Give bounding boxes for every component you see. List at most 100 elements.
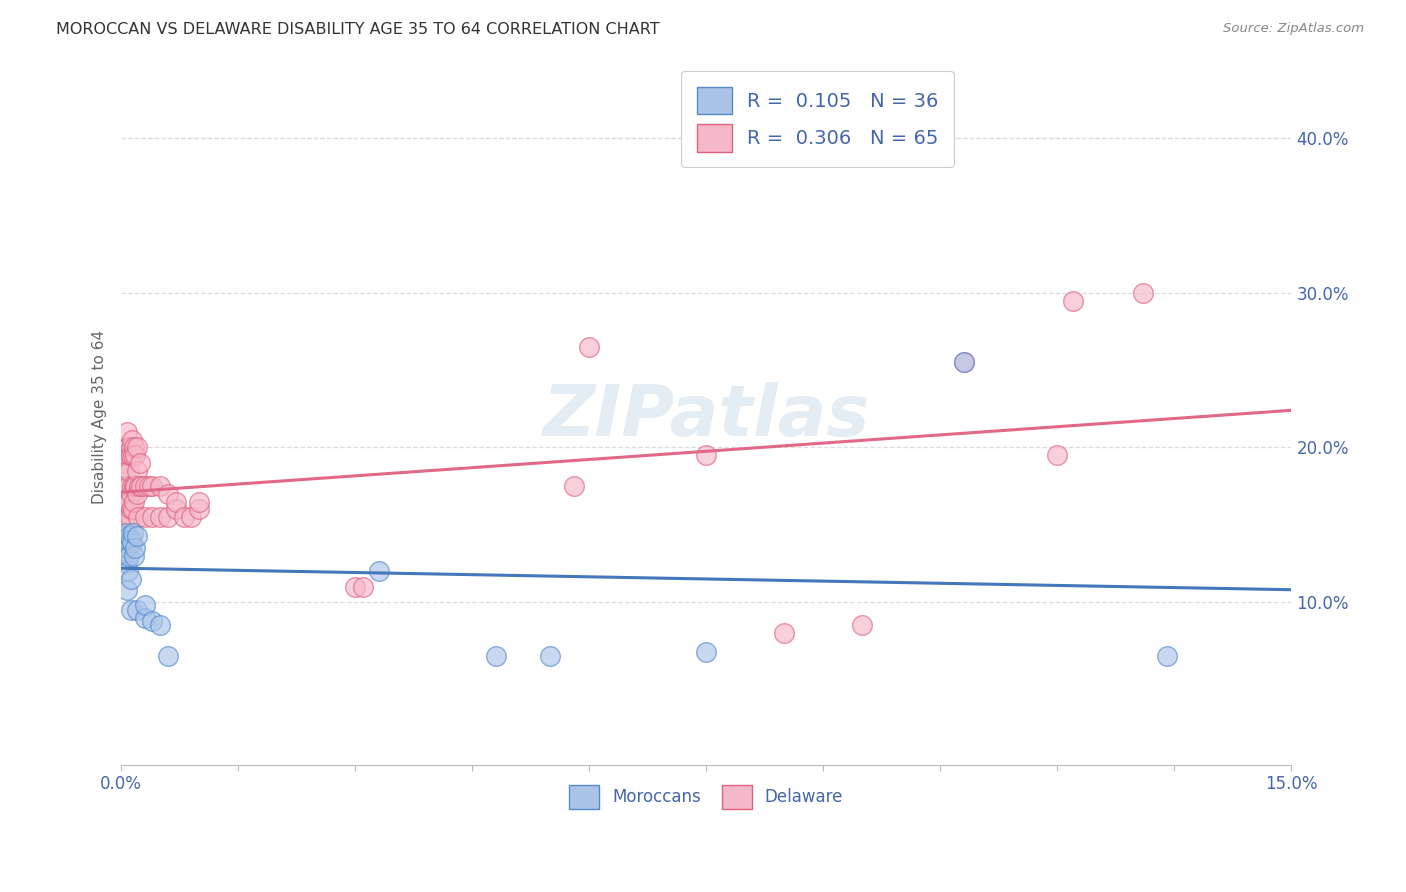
Point <box>173 510 195 524</box>
Point <box>180 510 202 524</box>
Point <box>157 510 180 524</box>
Point <box>165 494 187 508</box>
Point <box>112 479 135 493</box>
Point <box>149 618 172 632</box>
Point <box>134 610 156 624</box>
Point <box>118 549 141 563</box>
Point <box>120 441 142 455</box>
Point <box>122 441 145 455</box>
Point <box>118 464 141 478</box>
Point <box>578 340 600 354</box>
Point <box>117 441 139 455</box>
Point <box>134 510 156 524</box>
Point <box>125 528 148 542</box>
Point <box>188 494 211 508</box>
Point <box>851 618 873 632</box>
Point <box>134 598 156 612</box>
Text: ZIPatlas: ZIPatlas <box>543 382 870 451</box>
Point <box>112 549 135 563</box>
Point <box>952 355 974 369</box>
Point <box>149 479 172 493</box>
Point <box>118 448 141 462</box>
Point <box>1062 293 1084 308</box>
Point <box>115 494 138 508</box>
Point <box>125 603 148 617</box>
Point <box>125 487 148 501</box>
Point <box>122 502 145 516</box>
Point <box>118 528 141 542</box>
Point <box>120 502 142 516</box>
Point <box>128 479 150 493</box>
Point <box>117 425 139 439</box>
Point <box>124 494 146 508</box>
Point <box>117 564 139 578</box>
Point <box>120 572 142 586</box>
Point <box>188 502 211 516</box>
Point <box>112 456 135 470</box>
Point <box>124 541 146 555</box>
Point <box>120 533 142 548</box>
Point <box>120 448 142 462</box>
Point <box>115 544 138 558</box>
Point <box>367 564 389 578</box>
Point <box>118 510 141 524</box>
Point <box>115 448 138 462</box>
Point <box>122 479 145 493</box>
Point <box>141 479 163 493</box>
Point <box>114 517 136 532</box>
Point <box>118 494 141 508</box>
Point <box>695 448 717 462</box>
Point <box>112 541 135 555</box>
Legend: Moroccans, Delaware: Moroccans, Delaware <box>562 779 849 815</box>
Point <box>112 494 135 508</box>
Point <box>157 649 180 664</box>
Point <box>562 479 585 493</box>
Point <box>1132 285 1154 300</box>
Point <box>122 549 145 563</box>
Point <box>114 464 136 478</box>
Point <box>121 536 143 550</box>
Text: Source: ZipAtlas.com: Source: ZipAtlas.com <box>1223 22 1364 36</box>
Point <box>344 580 367 594</box>
Point <box>485 649 508 664</box>
Point <box>115 441 138 455</box>
Point <box>952 355 974 369</box>
Point <box>125 441 148 455</box>
Point <box>117 494 139 508</box>
Point <box>129 479 152 493</box>
Point <box>127 510 149 524</box>
Point <box>1046 448 1069 462</box>
Point <box>115 557 138 571</box>
Point <box>117 533 139 548</box>
Point <box>129 456 152 470</box>
Point <box>117 582 139 597</box>
Point <box>111 510 134 524</box>
Point <box>134 479 156 493</box>
Point <box>115 536 138 550</box>
Point <box>122 525 145 540</box>
Point <box>114 533 136 548</box>
Point <box>138 479 160 493</box>
Point <box>773 626 796 640</box>
Point <box>121 479 143 493</box>
Point <box>115 494 138 508</box>
Point <box>538 649 561 664</box>
Point <box>1156 649 1178 664</box>
Text: MOROCCAN VS DELAWARE DISABILITY AGE 35 TO 64 CORRELATION CHART: MOROCCAN VS DELAWARE DISABILITY AGE 35 T… <box>56 22 659 37</box>
Point <box>122 448 145 462</box>
Point <box>149 510 172 524</box>
Point <box>695 645 717 659</box>
Point <box>115 525 138 540</box>
Point <box>352 580 374 594</box>
Point <box>120 603 142 617</box>
Point <box>125 464 148 478</box>
Point <box>114 536 136 550</box>
Point <box>157 487 180 501</box>
Point <box>141 614 163 628</box>
Point <box>112 502 135 516</box>
Point <box>112 528 135 542</box>
Point <box>121 433 143 447</box>
Y-axis label: Disability Age 35 to 64: Disability Age 35 to 64 <box>93 329 107 504</box>
Point <box>124 479 146 493</box>
Point <box>117 479 139 493</box>
